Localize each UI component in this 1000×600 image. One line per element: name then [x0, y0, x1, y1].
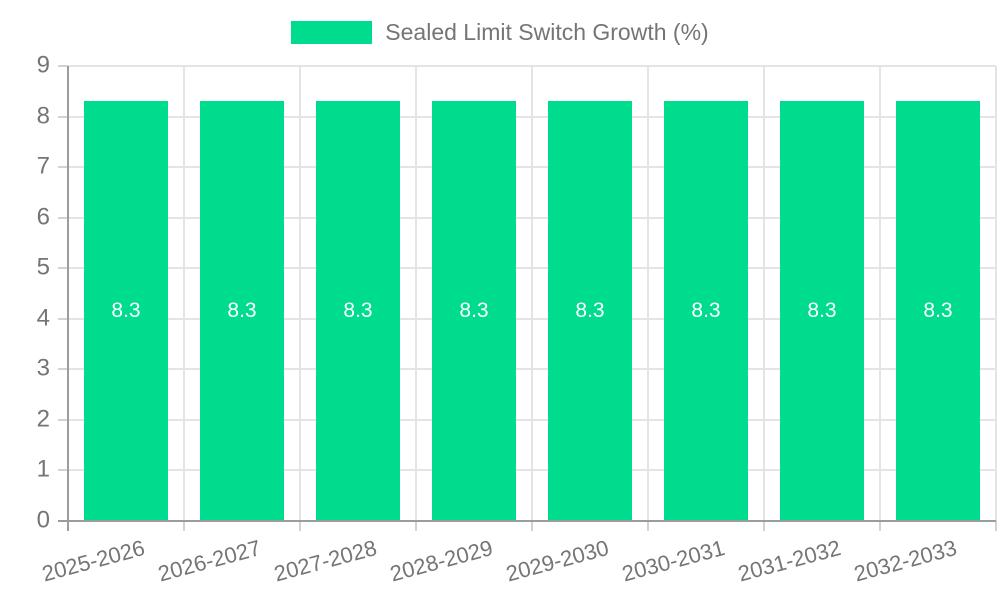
x-axis-line [58, 520, 996, 522]
y-axis-line [67, 66, 69, 531]
x-axis-label: 2031-2032 [735, 535, 844, 587]
x-axis-label: 2029-2030 [503, 535, 612, 587]
x-axis-tick [299, 521, 301, 531]
bar[interactable] [84, 101, 168, 521]
y-axis-tick [58, 115, 68, 118]
y-axis-tick [58, 317, 68, 320]
y-axis-tick [58, 418, 68, 421]
y-axis-label: 6 [36, 203, 50, 231]
y-axis-tick [58, 216, 68, 219]
bar[interactable] [780, 101, 864, 521]
bar[interactable] [200, 101, 284, 521]
y-axis-label: 0 [36, 506, 50, 534]
y-axis-tick [58, 368, 68, 371]
legend-label: Sealed Limit Switch Growth (%) [385, 19, 709, 45]
legend-swatch [291, 21, 373, 44]
x-axis-tick [415, 521, 417, 531]
bar[interactable] [664, 101, 748, 521]
legend[interactable]: Sealed Limit Switch Growth (%) [0, 19, 1000, 46]
y-axis-label: 1 [36, 455, 50, 483]
bar[interactable] [432, 101, 516, 521]
y-axis-label: 9 [36, 51, 50, 79]
x-axis-tick [531, 521, 533, 531]
bar[interactable] [896, 101, 980, 521]
x-axis-label: 2030-2031 [619, 535, 728, 587]
x-axis-label: 2028-2029 [387, 535, 496, 587]
y-axis-tick [58, 267, 68, 270]
x-gridline [299, 66, 301, 521]
x-axis-tick [647, 521, 649, 531]
x-axis-tick [183, 521, 185, 531]
y-axis-tick [58, 469, 68, 472]
bar[interactable] [316, 101, 400, 521]
x-axis-label: 2032-2033 [851, 535, 960, 587]
x-gridline [647, 66, 649, 521]
y-axis-label: 8 [36, 102, 50, 130]
x-gridline [183, 66, 185, 521]
y-axis-label: 5 [36, 253, 50, 281]
x-axis-tick [995, 521, 997, 531]
x-axis-label: 2027-2028 [271, 535, 380, 587]
y-axis-tick [58, 166, 68, 169]
y-axis-tick [58, 65, 68, 67]
x-gridline [531, 66, 533, 521]
x-axis-label: 2026-2027 [155, 535, 264, 587]
x-gridline [763, 66, 765, 521]
y-axis-label: 2 [36, 405, 50, 433]
x-gridline [879, 66, 881, 521]
y-axis-label: 3 [36, 354, 50, 382]
y-axis-label: 4 [36, 304, 50, 332]
x-gridline [995, 66, 997, 521]
y-axis-label: 7 [36, 152, 50, 180]
x-axis-label: 2025-2026 [39, 535, 148, 587]
x-gridline [415, 66, 417, 521]
x-axis-tick [763, 521, 765, 531]
bar[interactable] [548, 101, 632, 521]
x-axis-tick [879, 521, 881, 531]
